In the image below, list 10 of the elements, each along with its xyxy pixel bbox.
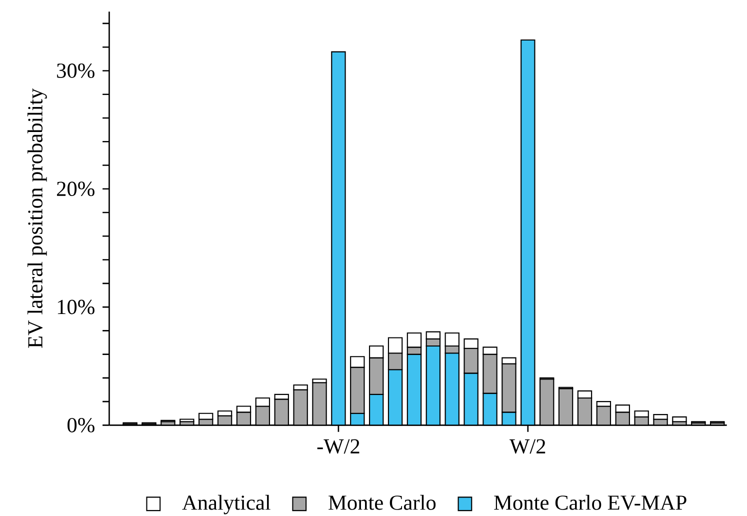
y-tick-label: 10% xyxy=(58,300,94,314)
legend-label: Monte Carlo xyxy=(328,494,436,510)
y-tick-label: 20% xyxy=(56,182,94,196)
legend-label: Monte Carlo EV-MAP xyxy=(494,494,686,510)
y-tick-label: 30% xyxy=(57,63,94,78)
y-axis-title: EV lateral position probability xyxy=(27,88,47,348)
x-tick-label: W/2 xyxy=(510,439,546,454)
legend-label: Analytical xyxy=(182,494,270,514)
x-tick-label: -W/2 xyxy=(317,439,360,454)
y-tick-label: 0% xyxy=(68,418,94,432)
